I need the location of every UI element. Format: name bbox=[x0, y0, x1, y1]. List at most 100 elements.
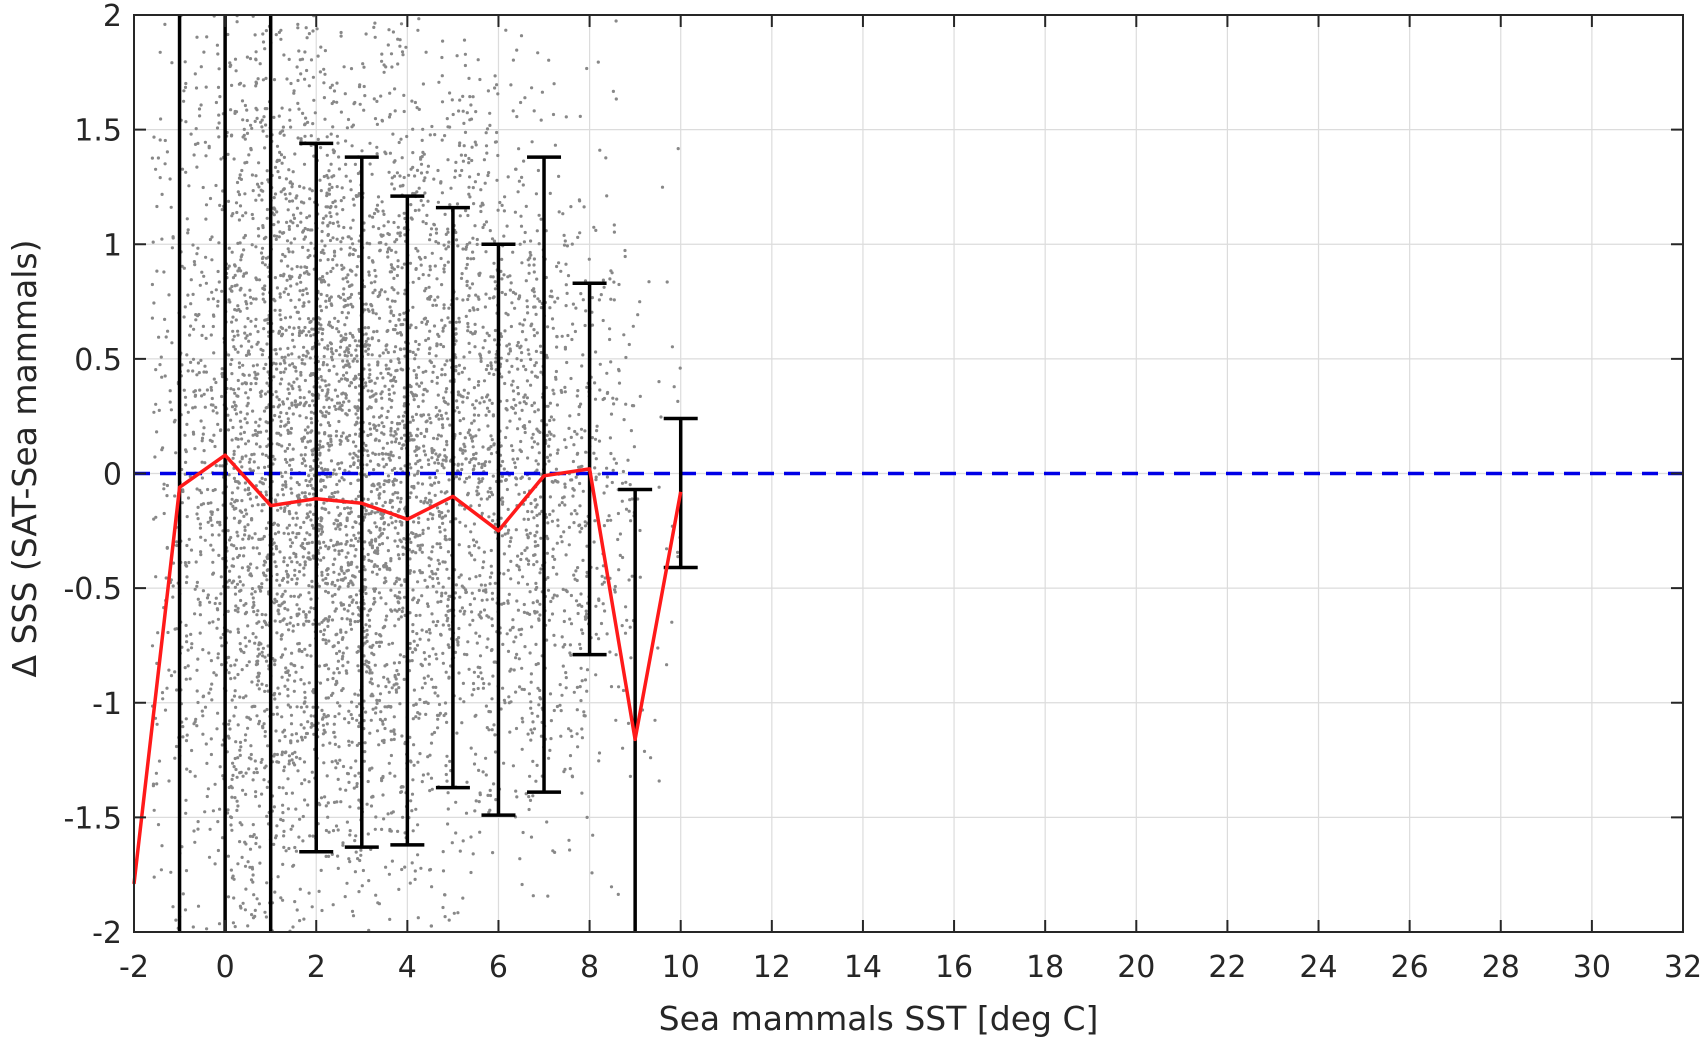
scatter-point bbox=[344, 276, 348, 280]
scatter-point bbox=[367, 273, 371, 277]
scatter-point bbox=[333, 404, 337, 408]
scatter-point bbox=[238, 460, 242, 464]
scatter-point bbox=[462, 366, 467, 370]
scatter-point bbox=[264, 659, 269, 663]
scatter-point bbox=[344, 669, 348, 673]
scatter-point bbox=[411, 191, 415, 196]
scatter-point bbox=[432, 436, 436, 440]
scatter-point bbox=[438, 530, 442, 534]
scatter-point bbox=[263, 47, 267, 51]
scatter-point bbox=[441, 623, 445, 627]
scatter-point bbox=[448, 537, 452, 542]
scatter-point bbox=[247, 566, 251, 570]
scatter-point bbox=[284, 483, 288, 487]
scatter-point bbox=[349, 302, 353, 306]
scatter-point bbox=[478, 574, 482, 578]
scatter-point bbox=[236, 630, 241, 635]
scatter-point bbox=[411, 650, 415, 654]
scatter-point bbox=[396, 265, 400, 269]
scatter-point bbox=[419, 162, 424, 166]
scatter-point bbox=[416, 853, 420, 857]
scatter-point bbox=[302, 345, 306, 349]
scatter-point bbox=[443, 373, 447, 377]
scatter-point bbox=[425, 319, 430, 324]
scatter-point bbox=[481, 566, 485, 570]
scatter-point bbox=[436, 567, 440, 572]
scatter-point bbox=[510, 405, 514, 409]
scatter-point bbox=[526, 456, 530, 460]
scatter-point bbox=[165, 150, 169, 154]
scatter-point bbox=[461, 400, 465, 404]
scatter-point bbox=[379, 512, 383, 516]
scatter-point bbox=[290, 199, 295, 203]
scatter-point bbox=[230, 698, 234, 702]
scatter-point bbox=[521, 830, 525, 835]
scatter-point bbox=[335, 185, 339, 189]
scatter-point bbox=[580, 727, 584, 731]
scatter-point bbox=[563, 385, 567, 389]
scatter-point bbox=[385, 250, 390, 254]
scatter-point bbox=[303, 50, 307, 54]
scatter-point bbox=[322, 251, 326, 255]
scatter-point bbox=[240, 510, 244, 514]
scatter-point bbox=[617, 685, 621, 689]
scatter-point bbox=[509, 324, 513, 329]
scatter-point bbox=[244, 887, 248, 891]
scatter-point bbox=[303, 378, 307, 383]
scatter-point bbox=[408, 349, 412, 353]
scatter-point bbox=[392, 187, 396, 191]
scatter-point bbox=[341, 654, 345, 659]
scatter-point bbox=[393, 594, 397, 598]
scatter-point bbox=[383, 705, 387, 709]
scatter-point bbox=[305, 68, 309, 73]
scatter-point bbox=[288, 538, 292, 542]
scatter-point bbox=[372, 97, 376, 101]
scatter-point bbox=[251, 704, 255, 708]
scatter-point bbox=[296, 78, 300, 83]
scatter-point bbox=[335, 667, 340, 671]
scatter-point bbox=[266, 265, 270, 269]
scatter-point bbox=[565, 291, 569, 295]
scatter-point bbox=[387, 28, 391, 32]
scatter-point bbox=[205, 388, 209, 392]
scatter-point bbox=[522, 687, 526, 692]
scatter-point bbox=[507, 352, 511, 356]
scatter-point bbox=[390, 299, 394, 303]
scatter-point bbox=[256, 430, 260, 434]
scatter-point bbox=[246, 860, 250, 864]
scatter-point bbox=[678, 366, 682, 370]
scatter-point bbox=[296, 26, 300, 30]
scatter-point bbox=[290, 491, 294, 495]
scatter-point bbox=[336, 220, 340, 224]
scatter-point bbox=[157, 759, 162, 763]
scatter-point bbox=[469, 835, 473, 839]
scatter-point bbox=[302, 610, 306, 614]
scatter-point bbox=[573, 329, 578, 334]
scatter-point bbox=[468, 551, 472, 555]
scatter-point bbox=[389, 248, 393, 252]
scatter-point bbox=[287, 250, 291, 254]
scatter-point bbox=[265, 785, 269, 790]
scatter-point bbox=[387, 642, 391, 646]
scatter-point bbox=[520, 666, 524, 670]
scatter-point bbox=[471, 250, 475, 254]
scatter-point bbox=[605, 371, 609, 375]
scatter-point bbox=[488, 486, 492, 490]
scatter-point bbox=[349, 713, 353, 717]
scatter-point bbox=[460, 721, 464, 725]
scatter-point bbox=[282, 133, 286, 137]
scatter-point bbox=[505, 224, 509, 228]
scatter-point bbox=[237, 218, 241, 222]
scatter-point bbox=[350, 283, 354, 287]
scatter-point bbox=[431, 685, 435, 689]
scatter-point bbox=[529, 253, 533, 257]
scatter-point bbox=[439, 413, 443, 418]
scatter-point bbox=[395, 609, 399, 613]
scatter-point bbox=[258, 861, 262, 865]
scatter-point bbox=[232, 877, 236, 881]
scatter-point bbox=[200, 394, 204, 398]
scatter-point bbox=[184, 811, 188, 815]
scatter-point bbox=[304, 116, 308, 120]
scatter-point bbox=[508, 274, 512, 278]
scatter-point bbox=[427, 351, 431, 356]
